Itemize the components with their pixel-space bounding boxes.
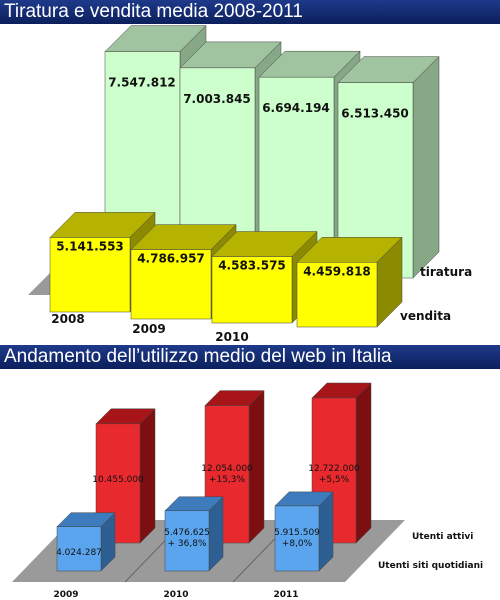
vendita-value-label: 5.141.553: [56, 239, 124, 253]
tiratura-bar-3-side: [412, 55, 440, 279]
chart2-series-utenti-quotidiani: 4.024.287 5.476.625+ 36,8% 5.915.509+8,0%: [56, 491, 334, 572]
chart1-x-tick: 2010: [215, 330, 248, 344]
utenti-attivi-bar-0: [95, 408, 156, 544]
utenti-quotidiani-value-label: + 36,8%: [168, 539, 207, 549]
utenti-attivi-value-label: 10.455.000: [92, 475, 144, 485]
chart2-title: Andamento dell’utilizzo medio del web in…: [0, 345, 500, 369]
utenti-attivi-value-label: +5,5%: [319, 475, 350, 485]
chart1-x-ticks: 2008 2009 2010: [51, 312, 248, 344]
chart2-x-tick: 2010: [163, 590, 188, 600]
chart1-series-vendita: 5.141.553 4.786.957 4.583.575 4.459.818: [49, 211, 403, 328]
chart2-x-tick: 2009: [53, 590, 78, 600]
vendita-bar-0-front: [49, 237, 131, 313]
tiratura-value-label: 7.547.812: [108, 76, 176, 90]
utenti-attivi-value-label: 12.722.000: [308, 464, 360, 474]
utenti-quotidiani-bar-1: [164, 496, 224, 572]
utenti-attivi-bar-2-side: [355, 382, 372, 544]
utenti-quotidiani-value-label: 5.476.625: [164, 528, 210, 538]
chart1-plot: 7.547.812 7.003.845 6.694.194 6.513.450 5.1…: [28, 24, 472, 344]
chart1-title: Tiratura e vendita media 2008-2011: [0, 0, 500, 24]
chart2-series-labels: Utenti attivi Utenti siti quotidiani: [378, 532, 483, 571]
tiratura-value-label: 7.003.845: [183, 92, 251, 106]
utenti-quotidiani-bar-0: [56, 512, 116, 572]
chart1-x-tick: 2009: [132, 322, 165, 336]
vendita-bar-3-front: [296, 262, 378, 328]
vendita-bar-3: [296, 236, 403, 328]
legend-tiratura: tiratura: [420, 265, 472, 279]
vendita-bar-1-front: [130, 249, 212, 320]
utenti-quotidiani-bar-1-front: [164, 510, 210, 572]
utenti-quotidiani-bar-2: [274, 491, 334, 572]
vendita-value-label: 4.583.575: [218, 259, 286, 273]
utenti-quotidiani-value-label: 5.915.509: [274, 528, 320, 538]
chart2-plot: 10.455.000 12.054.000+15,3% 12.722.000+5,5…: [12, 382, 483, 600]
utenti-quotidiani-bar-0-front: [56, 526, 102, 572]
chart1-series-labels: tiratura vendita: [400, 265, 472, 323]
utenti-quotidiani-bar-2-front: [274, 505, 320, 572]
utenti-attivi-value-label: 12.054.000: [201, 464, 253, 474]
chart1-x-tick: 2008: [51, 312, 84, 326]
utenti-quotidiani-value-label: +8,0%: [282, 539, 313, 549]
chart2-series-utenti-attivi: 10.455.000 12.054.000+15,3% 12.722.000+5,5…: [92, 382, 372, 544]
vendita-value-label: 4.459.818: [303, 264, 371, 278]
legend-utenti-attivi: Utenti attivi: [412, 532, 473, 542]
legend-vendita: vendita: [400, 309, 451, 323]
vendita-value-label: 4.786.957: [137, 252, 205, 266]
tiratura-value-label: 6.513.450: [341, 107, 409, 121]
chart2-x-ticks: 2009 2010 2011: [53, 590, 298, 600]
vendita-bar-2-front: [211, 256, 293, 324]
tiratura-value-label: 6.694.194: [262, 101, 330, 115]
legend-utenti-quotidiani: Utenti siti quotidiani: [378, 561, 483, 571]
utenti-attivi-value-label: +15,3%: [209, 475, 246, 485]
utenti-quotidiani-value-label: 4.024.287: [56, 548, 102, 558]
chart2-x-tick: 2011: [273, 590, 298, 600]
